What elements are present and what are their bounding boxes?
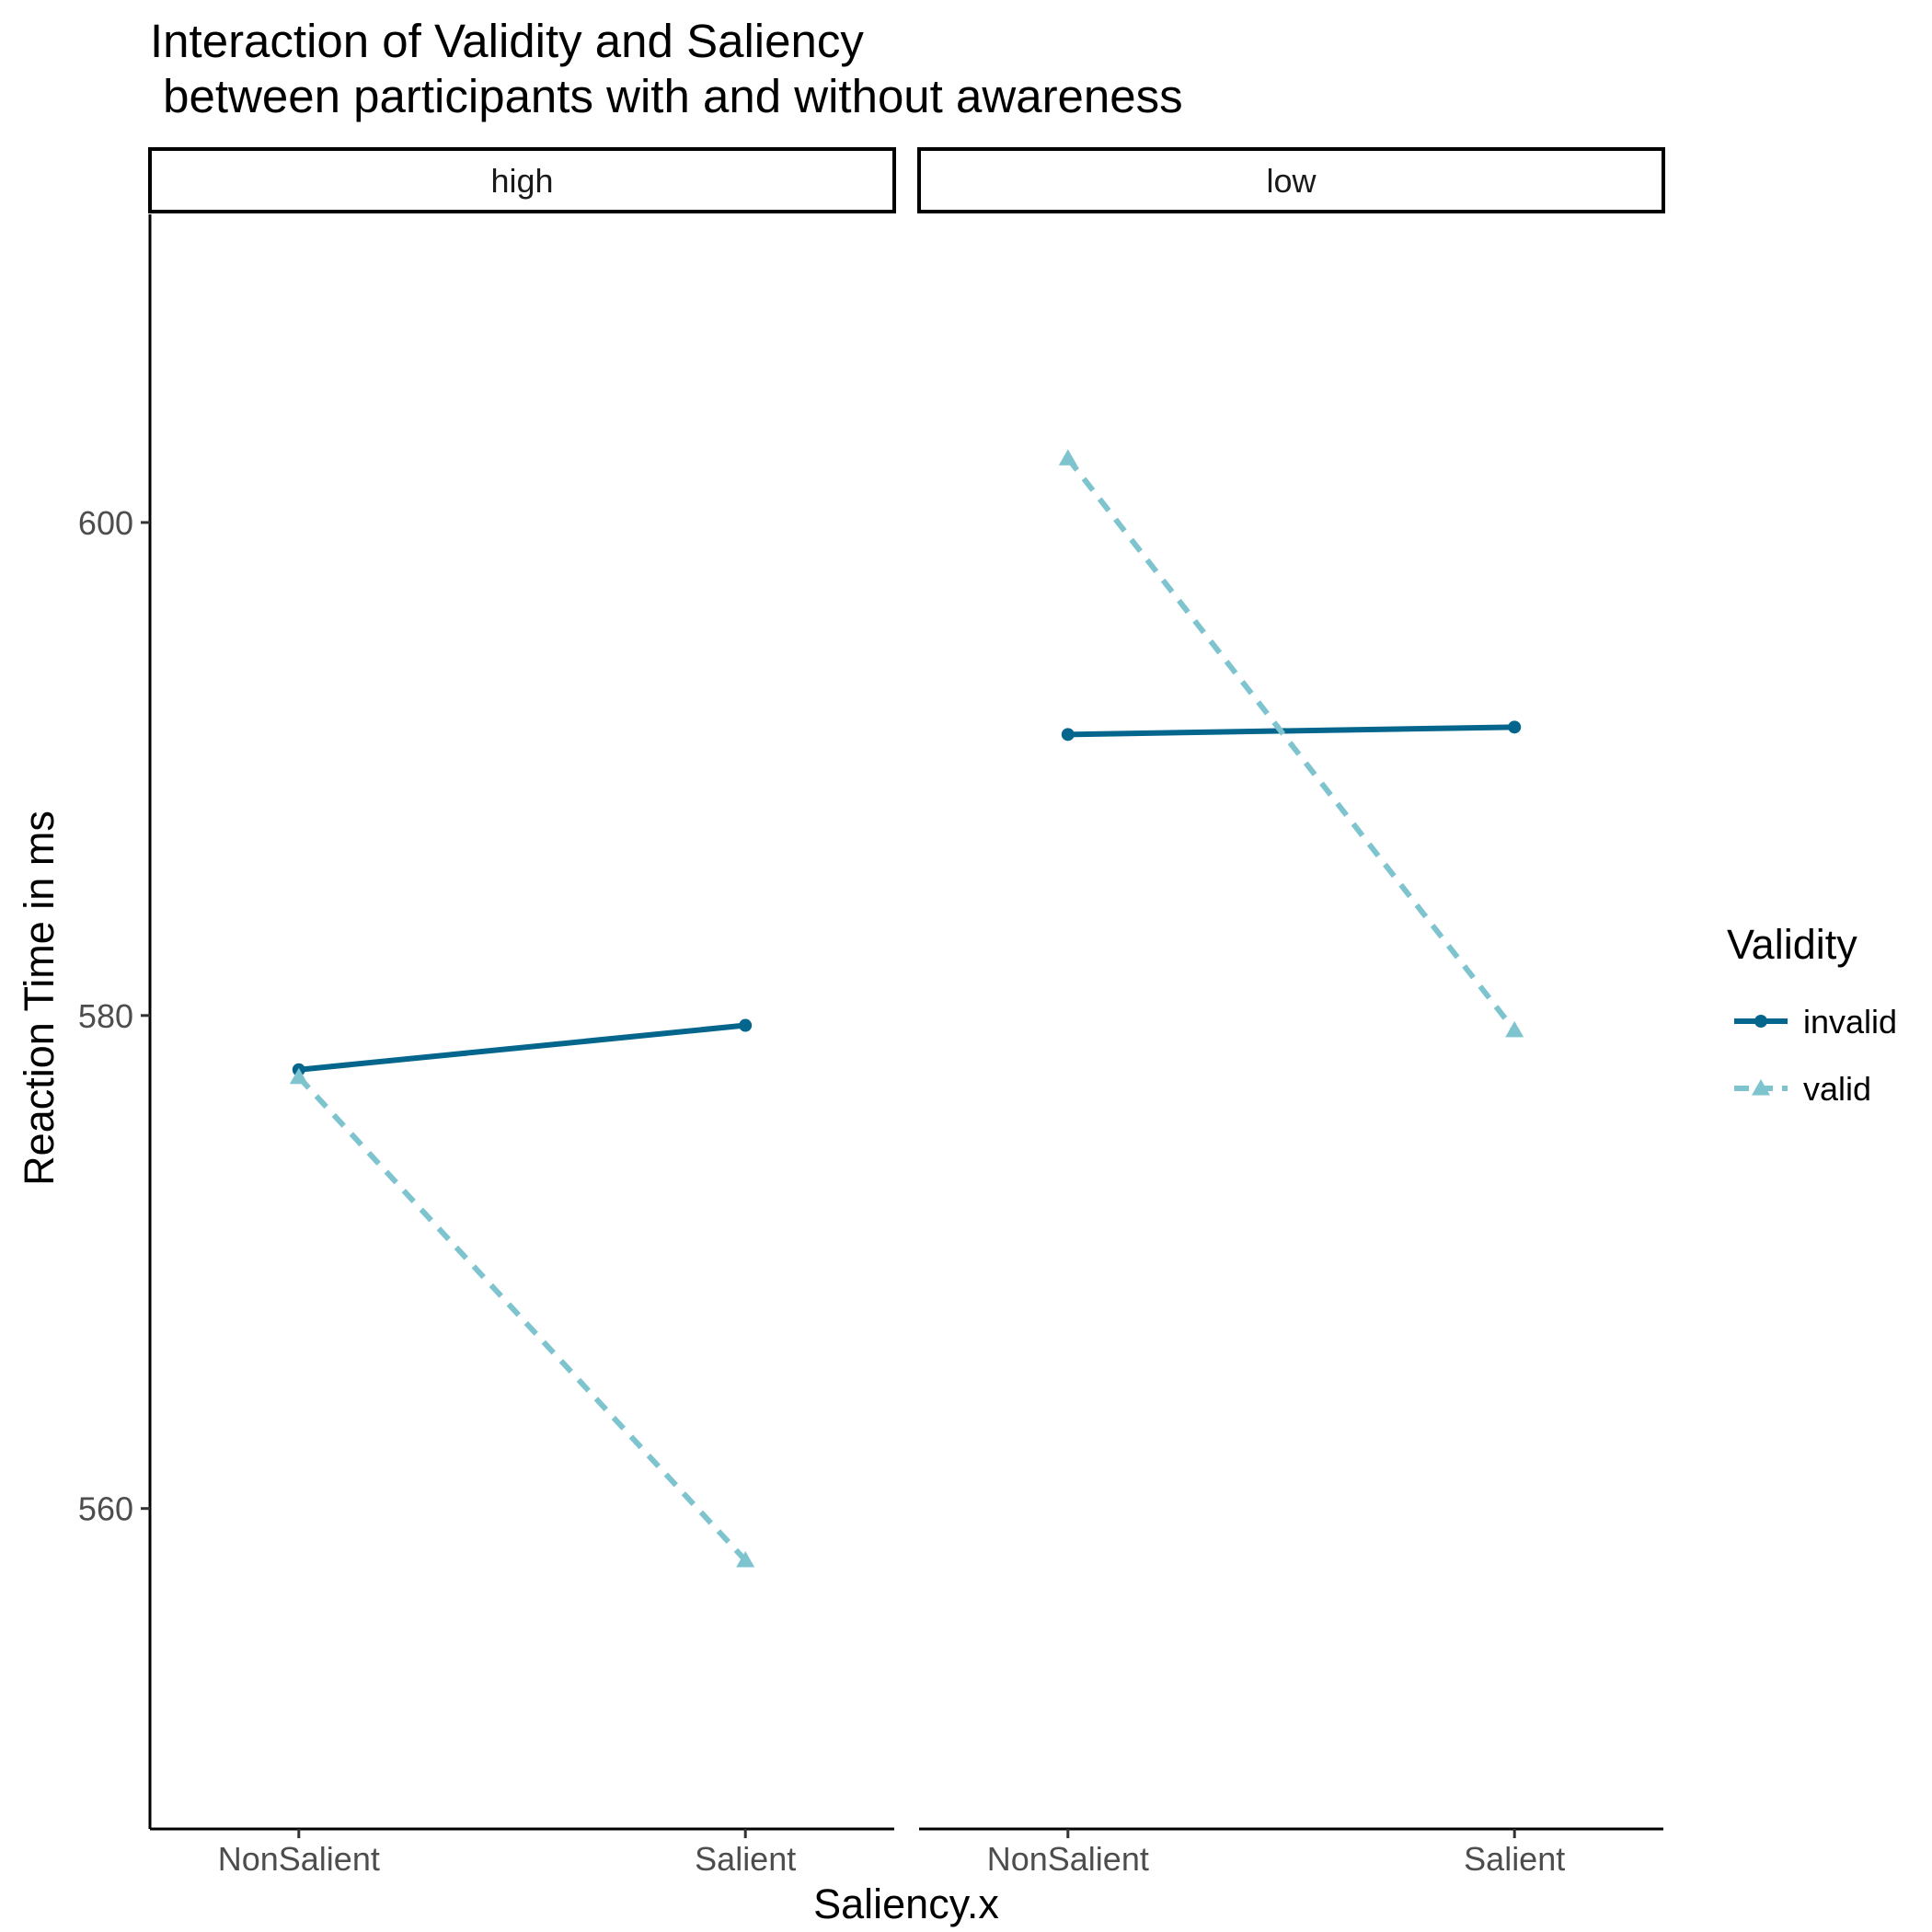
legend-key-marker-invalid xyxy=(1754,1015,1767,1028)
y-tick-label: 560 xyxy=(78,1490,133,1528)
legend: Validity invalid valid xyxy=(1727,921,1897,1108)
legend-label-valid: valid xyxy=(1803,1070,1871,1108)
x-tick-label: NonSalient xyxy=(987,1840,1149,1878)
series-line-invalid xyxy=(298,1022,746,1073)
facet-strip-box xyxy=(148,147,896,213)
x-axis-title: Saliency.x xyxy=(813,1880,999,1927)
data-point-invalid xyxy=(739,1018,753,1032)
legend-title: Validity xyxy=(1727,921,1857,968)
data-point-invalid xyxy=(1508,720,1522,734)
data-point-valid xyxy=(736,1550,755,1568)
data-point-valid xyxy=(1505,1020,1524,1038)
y-axis-title: Reaction Time in ms xyxy=(16,811,63,1186)
facet-strip-box xyxy=(917,147,1665,213)
facet-strip-label: low xyxy=(1266,162,1317,200)
chart-title: Interaction of Validity and Saliency xyxy=(150,15,864,67)
x-tick-label: Salient xyxy=(695,1840,796,1878)
series-line-invalid xyxy=(1067,724,1515,738)
chart-subtitle: between participants with and without aw… xyxy=(150,70,1183,122)
series-line-valid xyxy=(1065,456,1517,1032)
legend-label-invalid: invalid xyxy=(1803,1003,1897,1041)
facet-panels: high 560 580 600 NonSalient Salient low NonSali… xyxy=(78,147,1665,1878)
y-tick-label: 600 xyxy=(78,504,133,542)
x-tick-label: NonSalient xyxy=(218,1840,380,1878)
facet-strip-label: high xyxy=(490,162,553,200)
facet-panel-low: low NonSalient Salient xyxy=(917,147,1665,1878)
data-point-valid xyxy=(289,1067,308,1085)
facet-panel-high: high 560 580 600 NonSalient Salient xyxy=(78,147,896,1878)
data-point-valid xyxy=(1058,449,1077,466)
y-tick-label: 580 xyxy=(78,997,133,1035)
series-line-valid xyxy=(296,1075,748,1562)
legend-key-marker-valid xyxy=(1752,1079,1770,1096)
data-point-invalid xyxy=(1061,728,1075,742)
x-tick-label: Salient xyxy=(1464,1840,1565,1878)
